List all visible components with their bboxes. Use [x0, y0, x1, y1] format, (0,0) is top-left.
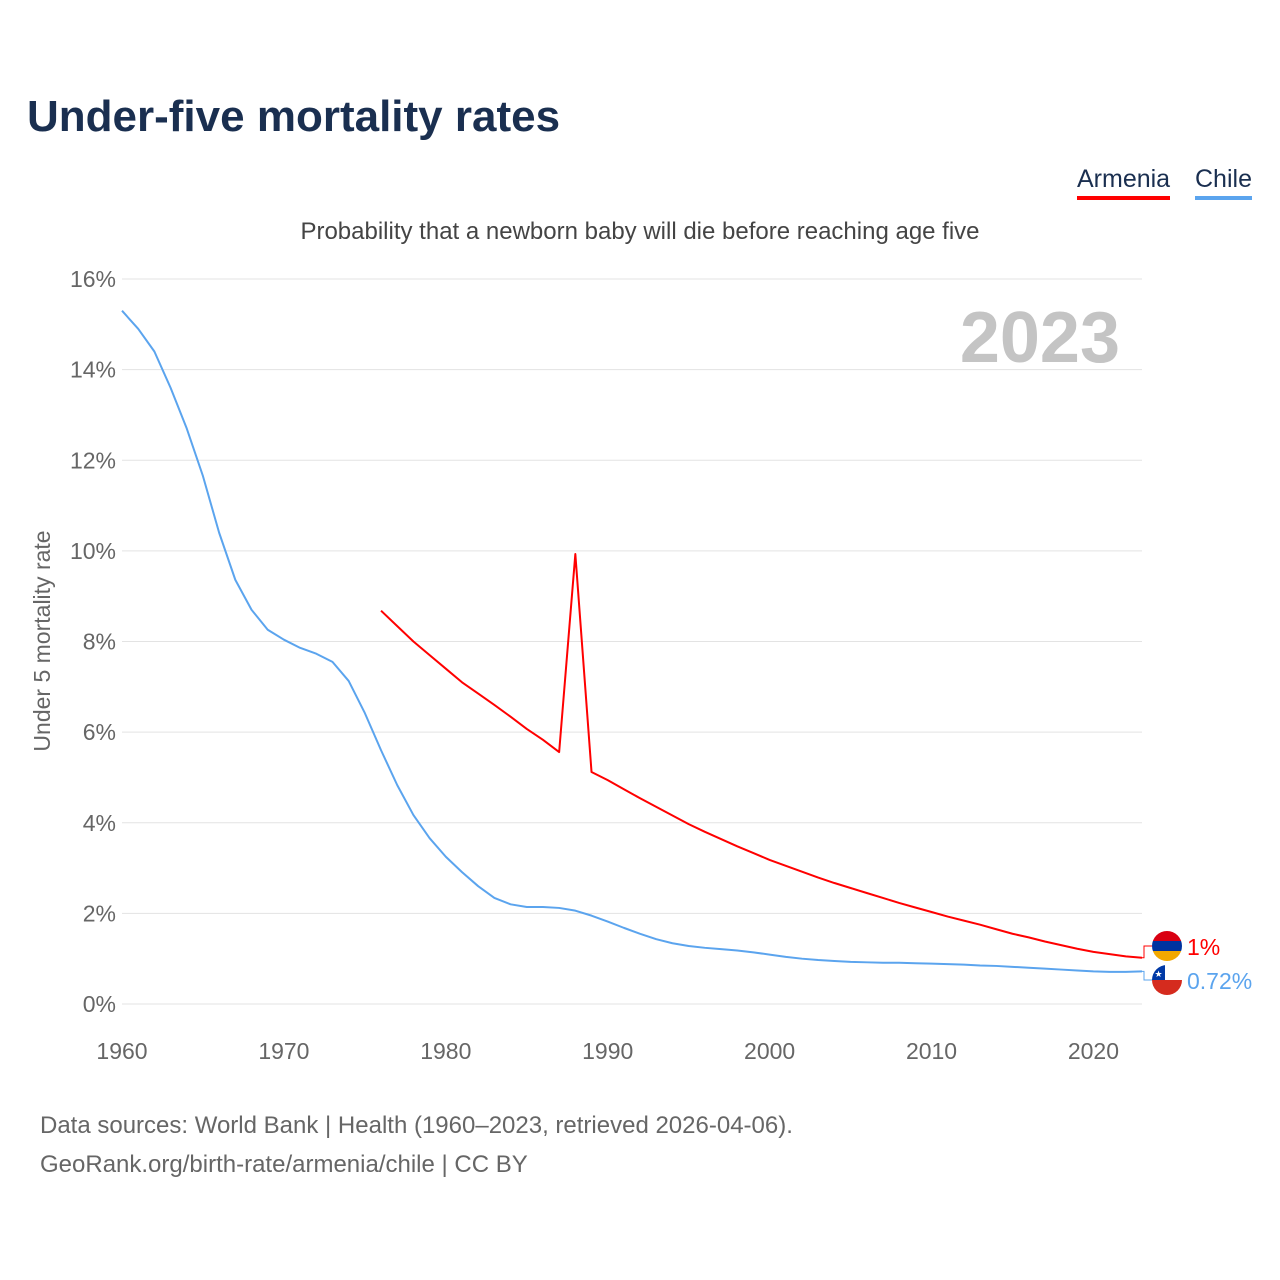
legend-chile[interactable]: Chile: [1195, 165, 1252, 200]
data-source: Data sources: World Bank | Health (1960–…: [40, 1112, 793, 1139]
x-tick-label: 2010: [906, 1038, 957, 1064]
series-line-armenia: [380, 553, 1143, 959]
x-tick-label: 1990: [582, 1038, 633, 1064]
chart-subtitle: Probability that a newborn baby will die…: [300, 218, 980, 245]
footer: Data sources: World Bank | Health (1960–…: [40, 1106, 793, 1184]
armenia-flag-icon: [1152, 931, 1182, 961]
y-tick-label: 6%: [83, 719, 116, 745]
y-tick-label: 0%: [83, 991, 116, 1017]
y-tick-label: 8%: [83, 629, 116, 655]
source-link[interactable]: GeoRank.org/birth-rate/armenia/chile | C…: [40, 1151, 528, 1178]
y-tick-label: 2%: [83, 900, 116, 926]
x-tick-label: 2000: [744, 1038, 795, 1064]
y-tick-label: 4%: [83, 810, 116, 836]
legend-armenia[interactable]: Armenia: [1077, 165, 1171, 200]
y-tick-label: 16%: [70, 266, 116, 292]
x-tick-label: 1960: [96, 1038, 147, 1064]
chile-flag-icon: ★: [1152, 965, 1182, 995]
end-connector: [1142, 945, 1152, 959]
x-tick-label: 2020: [1068, 1038, 1119, 1064]
end-connector: [1142, 970, 1152, 981]
svg-text:★: ★: [1154, 969, 1162, 979]
y-axis-label: Under 5 mortality rate: [29, 530, 55, 751]
y-tick-label: 14%: [70, 357, 116, 383]
y-tick-label: 12%: [70, 447, 116, 473]
end-value-label: 0.72%: [1187, 968, 1252, 994]
chart-title: Under-five mortality rates: [27, 92, 561, 141]
y-tick-label: 10%: [70, 538, 116, 564]
year-label: 2023: [960, 298, 1120, 378]
end-value-label: 1%: [1187, 934, 1220, 960]
series-line-chile: [121, 310, 1143, 973]
x-tick-label: 1970: [258, 1038, 309, 1064]
x-tick-label: 1980: [420, 1038, 471, 1064]
